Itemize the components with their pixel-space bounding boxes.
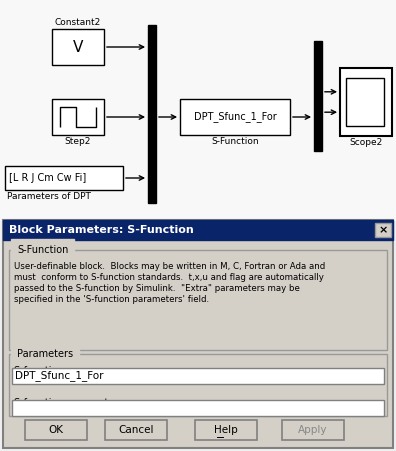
Text: must  conform to S-function standards.  t,x,u and flag are automatically: must conform to S-function standards. t,…: [14, 273, 324, 282]
Bar: [3, 220, 393, 448]
Text: Help: Help: [214, 425, 238, 435]
Bar: [3, 220, 393, 240]
Text: S-function parameters:: S-function parameters:: [14, 398, 127, 408]
Text: passed to the S-function by Simulink.  "Extra" parameters may be: passed to the S-function by Simulink. "E…: [14, 284, 300, 293]
Text: specified in the 'S-function parameters' field.: specified in the 'S-function parameters'…: [14, 295, 209, 304]
Text: V: V: [73, 40, 83, 55]
Bar: [52, 29, 104, 65]
Text: Apply: Apply: [298, 425, 328, 435]
Bar: [25, 420, 87, 440]
Bar: [195, 420, 257, 440]
Text: ×: ×: [378, 225, 388, 235]
Text: Parameters: Parameters: [17, 349, 73, 359]
Bar: [314, 41, 322, 151]
Text: Constant2: Constant2: [55, 18, 101, 27]
Text: Block Parameters: S-Function: Block Parameters: S-Function: [9, 225, 194, 235]
Bar: [5, 166, 123, 190]
Text: Scope2: Scope2: [349, 138, 383, 147]
Bar: [52, 99, 104, 135]
Text: DPT_Sfunc_1_For: DPT_Sfunc_1_For: [194, 111, 276, 123]
Text: S-function name:: S-function name:: [14, 366, 98, 376]
Text: S-Function: S-Function: [211, 137, 259, 146]
Text: User-definable block.  Blocks may be written in M, C, Fortran or Ada and: User-definable block. Blocks may be writ…: [14, 262, 325, 271]
Text: S-Function: S-Function: [17, 245, 69, 255]
Bar: [9, 354, 387, 416]
Bar: [282, 420, 344, 440]
Bar: [180, 99, 290, 135]
Bar: [346, 78, 384, 126]
Bar: [105, 420, 167, 440]
Bar: [148, 25, 156, 203]
Text: [L R J Cm Cw Fi]: [L R J Cm Cw Fi]: [9, 173, 86, 183]
Bar: [375, 223, 391, 237]
Text: Step2: Step2: [65, 137, 91, 146]
Bar: [12, 368, 384, 384]
Bar: [0, 0, 396, 220]
Text: OK: OK: [48, 425, 63, 435]
Text: Parameters of DPT: Parameters of DPT: [7, 192, 91, 201]
Bar: [12, 400, 384, 416]
Text: Cancel: Cancel: [118, 425, 154, 435]
Bar: [9, 250, 387, 350]
Bar: [340, 68, 392, 136]
Text: DPT_Sfunc_1_For: DPT_Sfunc_1_For: [15, 371, 103, 382]
